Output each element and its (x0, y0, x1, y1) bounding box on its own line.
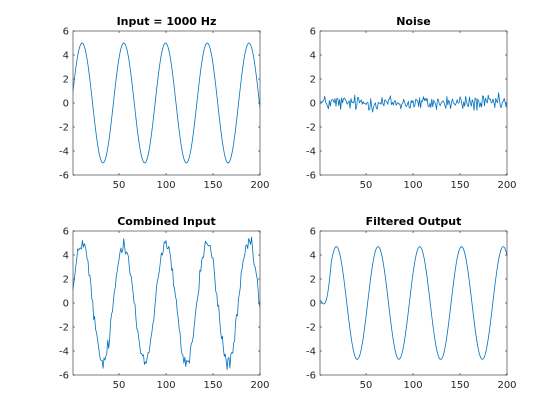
y-tick-label: 4 (63, 51, 69, 62)
series-layer (72, 42, 261, 164)
y-tick-label: 2 (310, 75, 316, 86)
subplot-title: Noise (396, 15, 431, 28)
ticks-layer: 50 100 150 200 -6 -4 -2 0 2 4 6 (59, 27, 270, 192)
y-tick-label: -6 (59, 371, 69, 382)
y-tick-label: 2 (310, 275, 316, 286)
subplot-title: Input = 1000 Hz (117, 15, 217, 28)
subplot-combined-input: 50 100 150 200 -6 -4 -2 0 2 4 6 Combined Input (59, 215, 270, 391)
ticks-layer: 50 100 150 200 -6 -4 -2 0 2 4 6 (306, 227, 517, 392)
series-layer (319, 246, 508, 360)
ticks-layer: 50 100 150 200 -6 -4 -2 0 2 4 6 (306, 27, 517, 192)
y-tick-label: 4 (310, 51, 316, 62)
series-layer (72, 236, 261, 370)
y-tick-label: 6 (310, 227, 316, 238)
y-tick-label: 6 (310, 27, 316, 38)
y-tick-label: -4 (306, 347, 316, 358)
subplot-input: 50 100 150 200 -6 -4 -2 0 2 4 6 Input = 1000 Hz (59, 15, 270, 191)
x-tick-label: 50 (360, 380, 373, 391)
y-tick-label: -2 (59, 323, 69, 334)
y-tick-label: 0 (63, 99, 69, 110)
y-tick-label: 0 (310, 99, 316, 110)
subplot-filtered-output: 50 100 150 200 -6 -4 -2 0 2 4 6 Filtered Output (306, 215, 517, 391)
y-tick-label: 4 (310, 251, 316, 262)
y-tick-label: 6 (63, 27, 69, 38)
series-layer (319, 92, 508, 113)
x-tick-label: 50 (360, 180, 373, 191)
x-tick-label: 100 (403, 380, 422, 391)
x-tick-label: 150 (450, 380, 469, 391)
y-tick-label: 6 (63, 227, 69, 238)
y-tick-label: -2 (59, 123, 69, 134)
series-line (319, 246, 508, 360)
series-line (72, 236, 261, 370)
x-tick-label: 100 (156, 380, 175, 391)
y-tick-label: -4 (59, 347, 69, 358)
x-tick-label: 200 (250, 180, 269, 191)
y-tick-label: 4 (63, 251, 69, 262)
x-tick-label: 150 (203, 180, 222, 191)
y-tick-label: -2 (306, 123, 316, 134)
series-line (72, 42, 261, 164)
y-tick-label: -6 (306, 171, 316, 182)
y-tick-label: 0 (310, 299, 316, 310)
x-tick-label: 50 (113, 180, 126, 191)
x-tick-label: 200 (497, 380, 516, 391)
axes-box (72, 230, 261, 376)
y-tick-label: 2 (63, 75, 69, 86)
x-tick-label: 50 (113, 380, 126, 391)
y-tick-label: 2 (63, 275, 69, 286)
y-tick-label: -6 (59, 171, 69, 182)
x-tick-label: 200 (250, 380, 269, 391)
subplot-noise: 50 100 150 200 -6 -4 -2 0 2 4 6 Noise (306, 15, 517, 191)
x-tick-label: 100 (156, 180, 175, 191)
x-tick-label: 100 (403, 180, 422, 191)
subplot-title: Filtered Output (366, 215, 462, 228)
y-tick-label: -4 (306, 147, 316, 158)
x-tick-label: 150 (450, 180, 469, 191)
y-tick-label: -6 (306, 371, 316, 382)
y-tick-label: 0 (63, 299, 69, 310)
series-line (319, 92, 508, 113)
y-tick-label: -2 (306, 323, 316, 334)
x-tick-label: 150 (203, 380, 222, 391)
y-tick-label: -4 (59, 147, 69, 158)
ticks-layer: 50 100 150 200 -6 -4 -2 0 2 4 6 (59, 227, 270, 392)
axes-box (72, 30, 261, 176)
subplot-title: Combined Input (117, 215, 216, 228)
x-tick-label: 200 (497, 180, 516, 191)
